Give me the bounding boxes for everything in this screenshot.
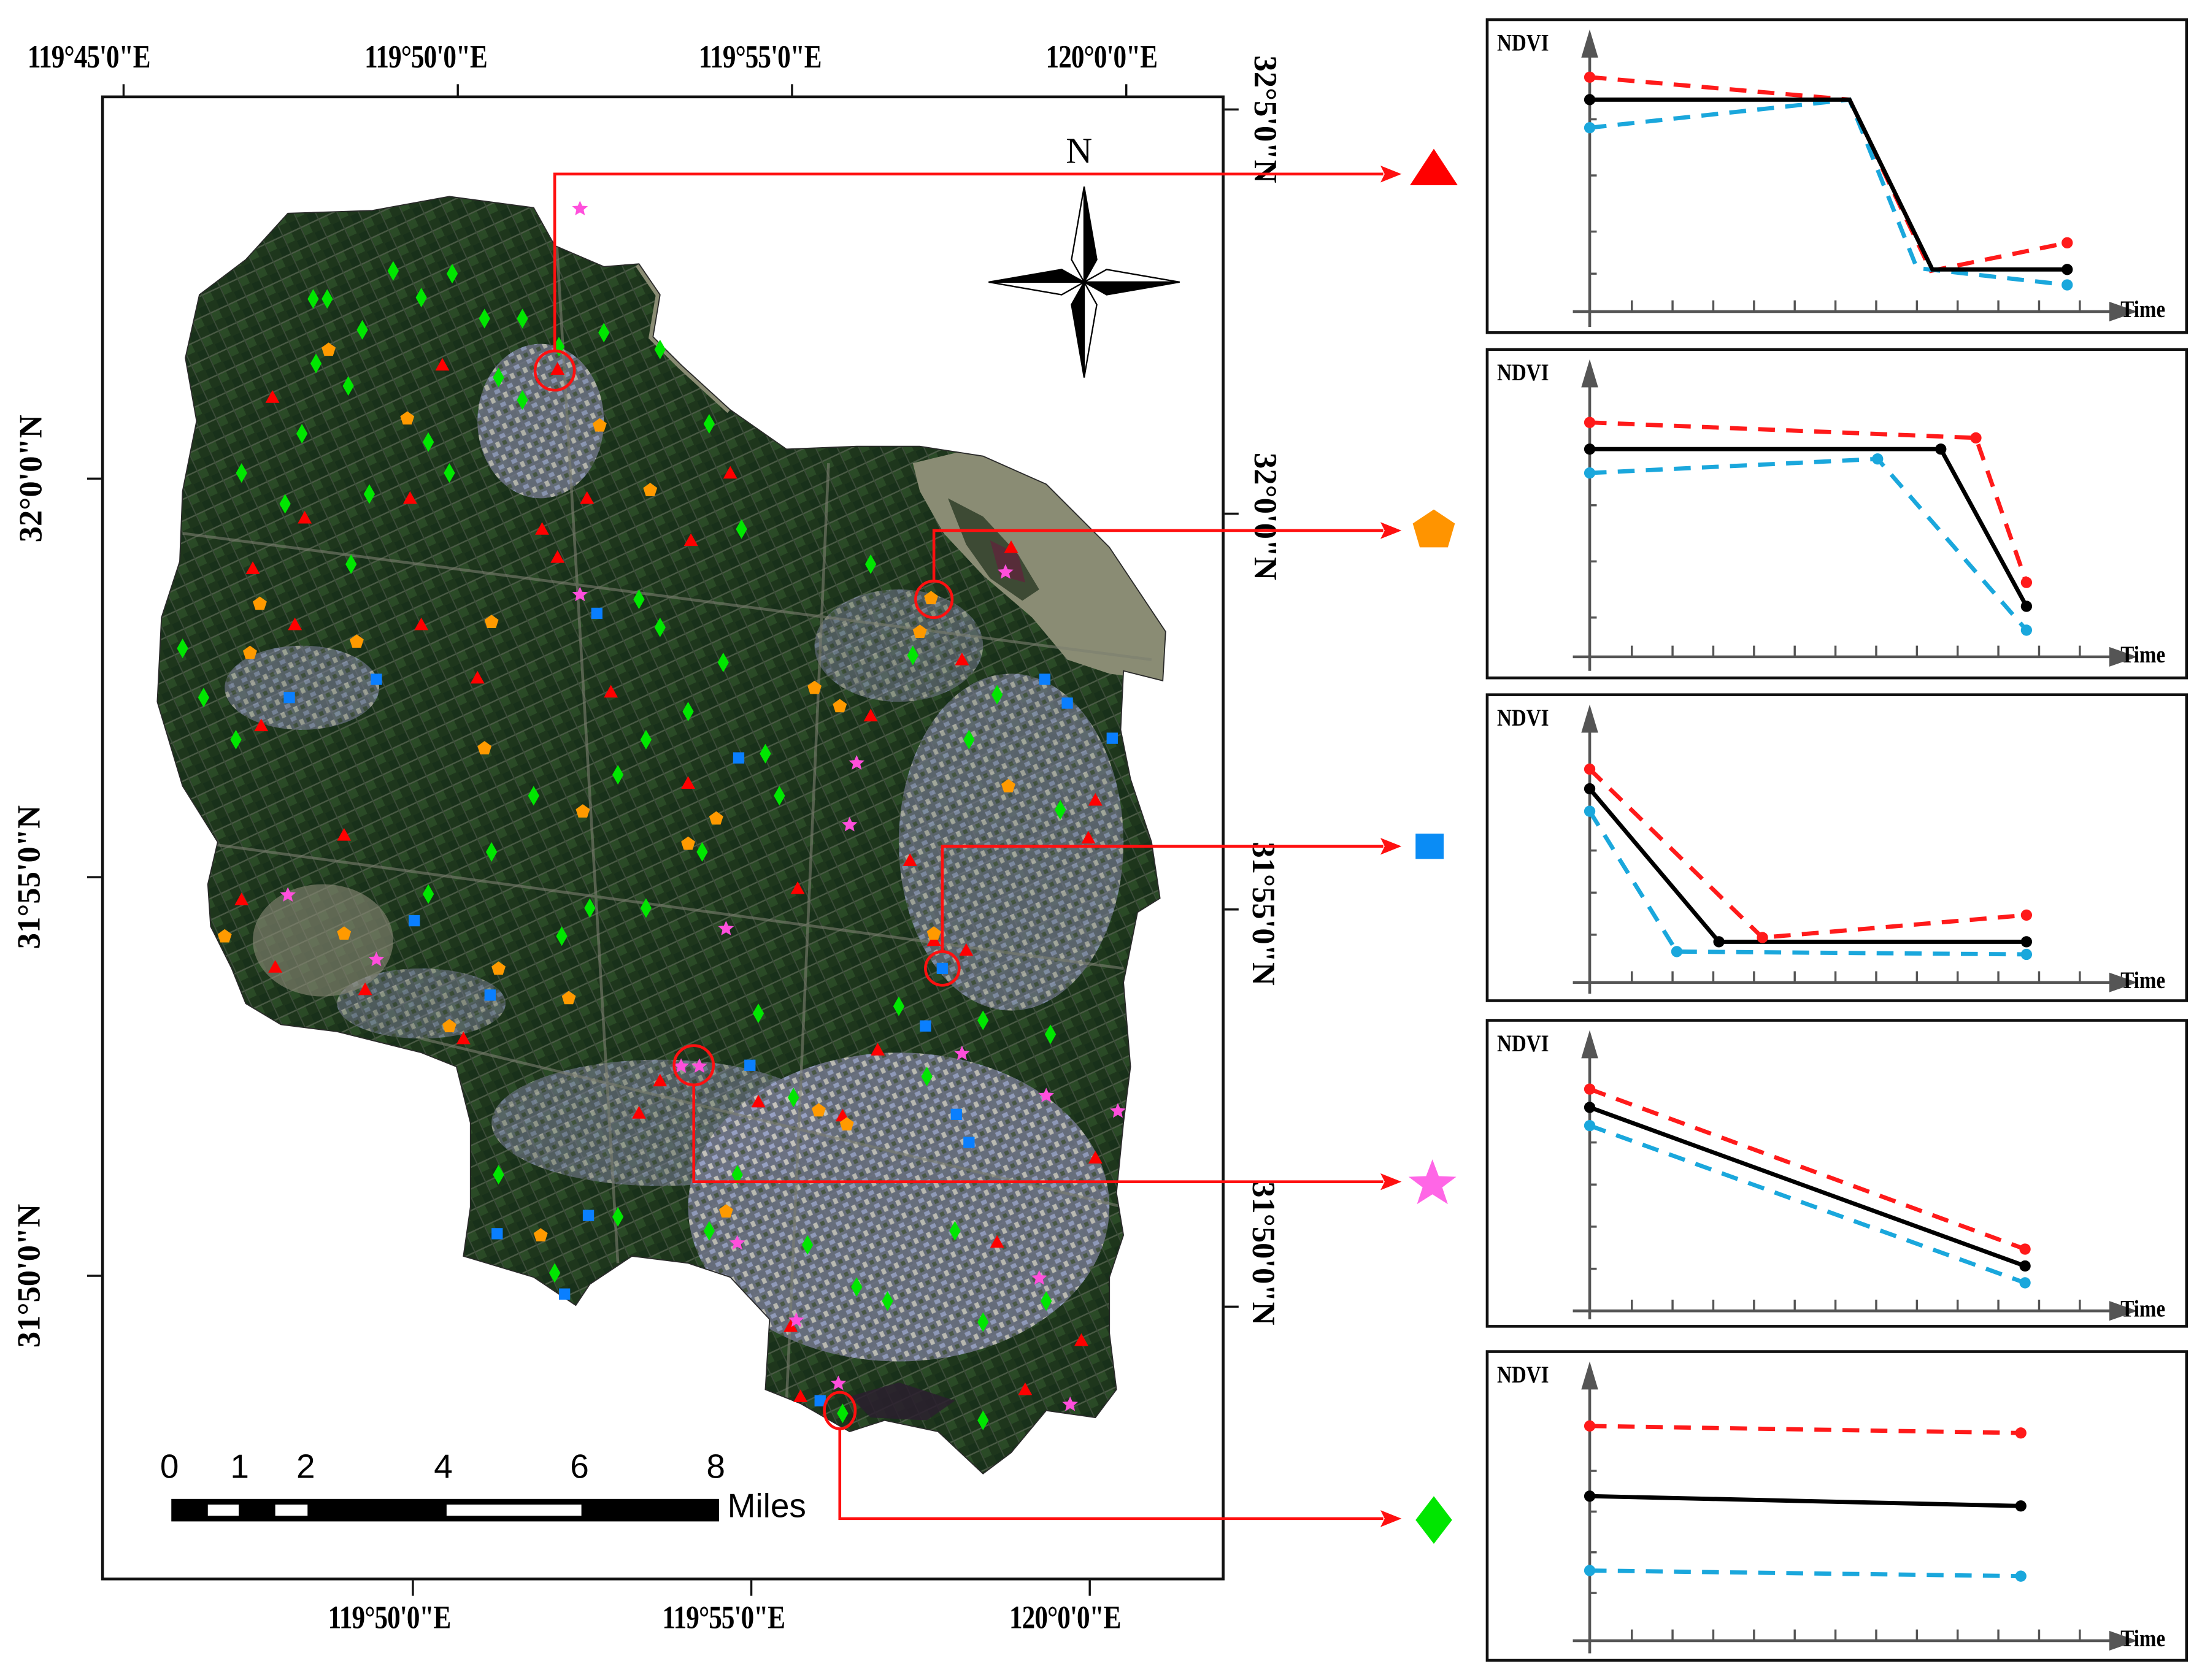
ndvi-panel-star: NDVI Time (1485, 1019, 2189, 1328)
top-lon-label: 120°0'0"E (1045, 39, 1158, 75)
y-axis-label: NDVI (1496, 1361, 1549, 1389)
ndvi-panel-pentagon: NDVI Time (1485, 348, 2189, 680)
scale-tick-label: 6 (570, 1448, 589, 1487)
x-axis-label: Time (2120, 296, 2166, 323)
diamond-icon (1415, 1496, 1452, 1544)
pentagon-icon (1412, 509, 1455, 548)
ndvi-panel-square: NDVI Time (1485, 693, 2189, 1002)
bottom-lon-label: 119°55'0"E (662, 1600, 785, 1635)
ndvi-panel-triangle: NDVI Time (1485, 18, 2189, 334)
top-lon-label: 119°55'0"E (698, 39, 822, 75)
x-axis-label: Time (2120, 1625, 2166, 1652)
bottom-lon-label: 120°0'0"E (1009, 1600, 1121, 1635)
y-axis-label: NDVI (1496, 29, 1549, 56)
scale-tick-label: 8 (706, 1448, 725, 1487)
scale-tick-label: 2 (296, 1448, 315, 1487)
top-lon-label: 119°45'0"E (27, 39, 151, 75)
ndvi-panel-diamond: NDVI Time (1485, 1350, 2189, 1662)
x-axis-label: Time (2120, 1295, 2166, 1322)
y-axis-label: NDVI (1496, 359, 1549, 386)
top-lon-label: 119°50'0"E (364, 39, 488, 75)
triangle-icon (1410, 148, 1458, 186)
bottom-lon-label: 119°50'0"E (328, 1600, 452, 1635)
star-icon (1408, 1159, 1457, 1205)
x-axis-label: Time (2120, 967, 2166, 994)
y-axis-label: NDVI (1496, 1030, 1549, 1057)
square-icon (1415, 834, 1444, 859)
scale-tick-label: 4 (434, 1448, 453, 1487)
north-label: N (1066, 130, 1093, 172)
x-axis-label: Time (2120, 641, 2166, 669)
y-axis-label: NDVI (1496, 704, 1549, 732)
scale-tick-label: 1 (230, 1448, 249, 1487)
scale-unit-label: Miles (727, 1487, 806, 1526)
scale-bar (171, 1498, 719, 1522)
north-arrow-icon (988, 186, 1180, 378)
scale-tick-label: 0 (160, 1448, 179, 1487)
